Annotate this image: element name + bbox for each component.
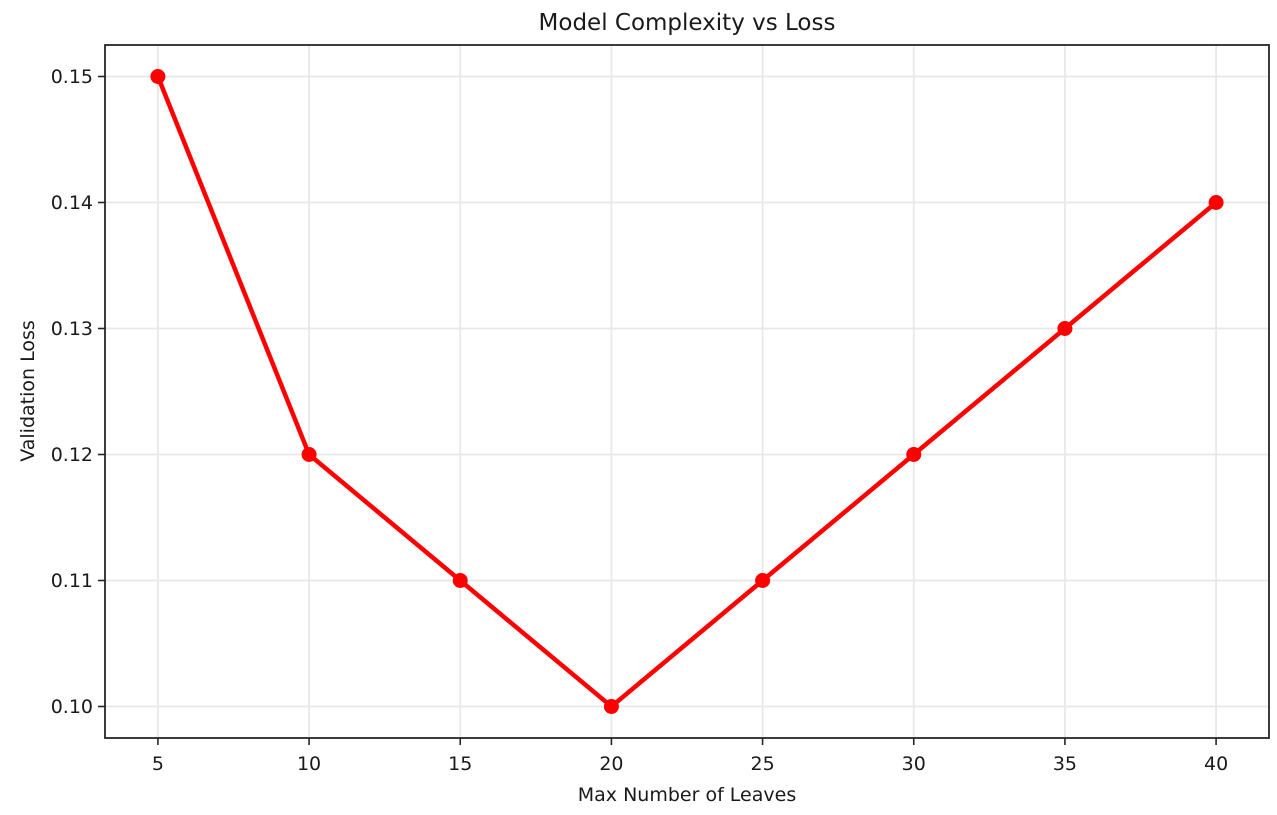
x-tick-label: 10 bbox=[297, 753, 321, 775]
y-tick-label: 0.14 bbox=[51, 192, 93, 214]
data-line bbox=[155, 75, 1218, 710]
x-tick-label: 15 bbox=[448, 753, 472, 775]
data-point bbox=[1208, 195, 1224, 210]
chart-title: Model Complexity vs Loss bbox=[539, 10, 836, 36]
axis-ticks bbox=[98, 75, 1217, 745]
data-point bbox=[1057, 321, 1073, 336]
x-axis-label: Max Number of Leaves bbox=[578, 784, 796, 806]
x-tick-label: 30 bbox=[902, 753, 926, 775]
x-tick-label: 25 bbox=[750, 753, 774, 775]
y-tick-label: 0.13 bbox=[51, 318, 93, 340]
y-tick-label: 0.15 bbox=[51, 66, 93, 88]
y-tick-label: 0.10 bbox=[51, 696, 93, 718]
data-point bbox=[150, 69, 166, 84]
data-point bbox=[603, 699, 619, 714]
data-point bbox=[755, 573, 771, 588]
data-point bbox=[301, 447, 317, 462]
x-tick-label: 20 bbox=[599, 753, 623, 775]
x-tick-label: 35 bbox=[1053, 753, 1077, 775]
x-tick-label: 40 bbox=[1204, 753, 1228, 775]
data-series bbox=[150, 69, 1224, 714]
data-point bbox=[452, 573, 468, 588]
gridlines bbox=[105, 45, 1269, 738]
plot-border bbox=[104, 44, 1270, 739]
plot-frame bbox=[104, 44, 1270, 739]
x-tick-label: 5 bbox=[152, 753, 164, 775]
y-axis-label: Validation Loss bbox=[17, 320, 39, 462]
tick-labels: 5 10 15 20 25 30 35 40 0.10 0.11 0.12 0.13 0.14 0.15 bbox=[51, 66, 1228, 775]
y-tick-label: 0.11 bbox=[51, 570, 93, 592]
y-tick-label: 0.12 bbox=[51, 444, 93, 466]
data-point bbox=[906, 447, 922, 462]
